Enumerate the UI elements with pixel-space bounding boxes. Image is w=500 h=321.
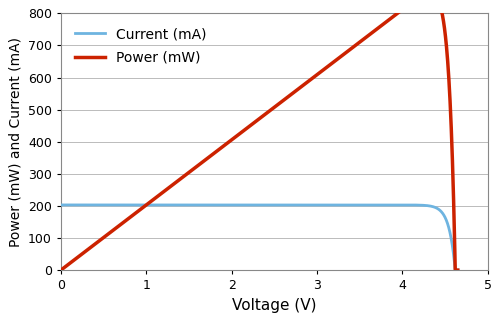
Line: Power (mW): Power (mW) bbox=[61, 0, 458, 270]
Current (mA) bbox=[251, 203, 257, 207]
Y-axis label: Power (mW) and Current (mA): Power (mW) and Current (mA) bbox=[8, 37, 22, 247]
Current (mA) bbox=[58, 203, 64, 207]
Power (mW) bbox=[370, 30, 376, 33]
Power (mW) bbox=[444, 45, 450, 48]
Current (mA) bbox=[240, 203, 246, 207]
Power (mW) bbox=[78, 253, 84, 256]
Current (mA) bbox=[452, 268, 458, 272]
Power (mW) bbox=[251, 121, 257, 125]
Current (mA) bbox=[443, 218, 449, 221]
Power (mW) bbox=[58, 268, 64, 272]
Line: Current (mA): Current (mA) bbox=[61, 205, 458, 270]
Current (mA) bbox=[455, 268, 461, 272]
Current (mA) bbox=[78, 203, 84, 207]
Current (mA) bbox=[370, 203, 376, 207]
Legend: Current (mA), Power (mW): Current (mA), Power (mW) bbox=[68, 20, 214, 72]
Power (mW) bbox=[455, 268, 461, 272]
X-axis label: Voltage (V): Voltage (V) bbox=[232, 298, 316, 313]
Current (mA) bbox=[444, 218, 450, 222]
Power (mW) bbox=[444, 42, 450, 46]
Power (mW) bbox=[240, 129, 246, 133]
